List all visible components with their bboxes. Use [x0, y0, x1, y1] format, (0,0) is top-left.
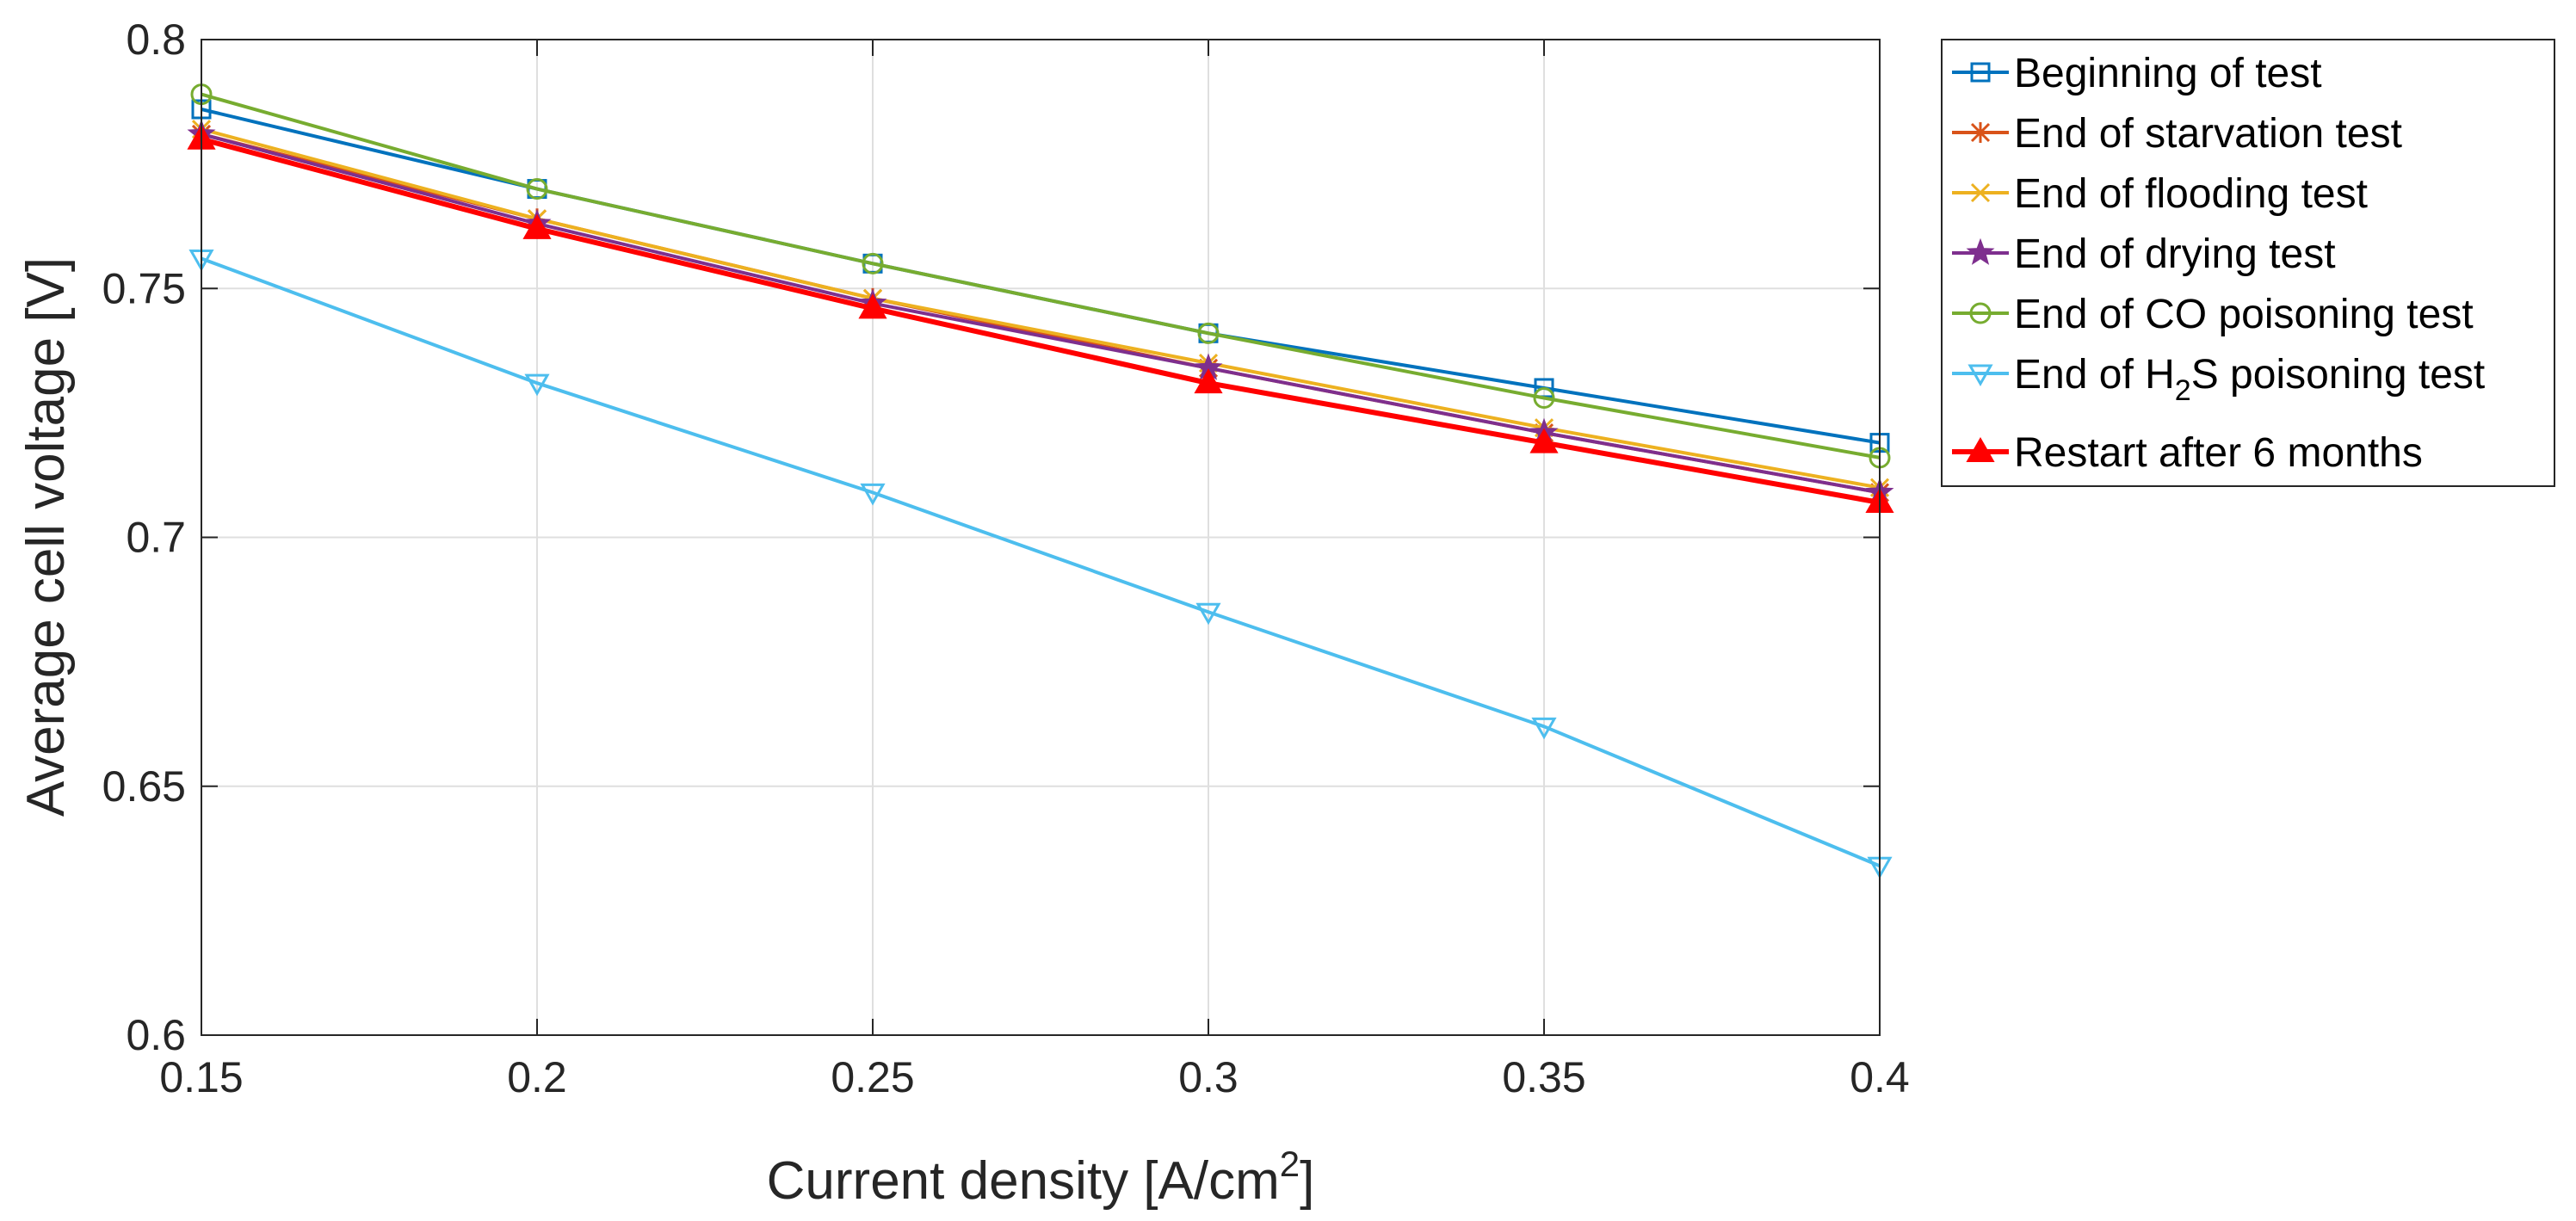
x-axis-title-close: ]	[1300, 1151, 1314, 1211]
legend-label: Beginning of test	[2014, 51, 2322, 96]
legend-entry-6: Restart after 6 months	[1952, 430, 2423, 476]
legend-swatch-marker	[1970, 122, 1991, 143]
data-point	[522, 213, 552, 239]
y-axis-title: Average cell voltage [V]	[16, 257, 76, 817]
x-tick-label: 0.35	[1502, 1053, 1585, 1101]
data-point	[1195, 602, 1221, 626]
legend-entry-2: End of flooding test	[1952, 171, 2368, 217]
series-line	[201, 132, 1881, 495]
legend-swatch-marker	[1966, 237, 1995, 265]
y-tick-label: 0.75	[102, 264, 186, 312]
x-tick-label: 0.4	[1850, 1053, 1910, 1101]
legend-swatch-marker-stroke	[1970, 182, 1991, 203]
data-point	[524, 373, 550, 397]
legend-label: End of flooding test	[2014, 171, 2368, 217]
y-tick-label: 0.65	[102, 762, 186, 811]
series-6	[187, 124, 1894, 514]
series-line	[201, 92, 1881, 459]
legend-entry-0: Beginning of test	[1952, 51, 2322, 96]
y-tick-label: 0.7	[126, 514, 186, 562]
legend-entry-4: End of CO poisoning test	[1952, 292, 2474, 337]
data-point	[1531, 717, 1557, 740]
x-axis-title-sup: 2	[1280, 1144, 1300, 1184]
legend-label-part: S poisoning test	[2191, 352, 2486, 398]
x-tick-label: 0.2	[507, 1053, 567, 1101]
series-4	[190, 83, 1891, 469]
legend-entry-1: End of starvation test	[1952, 111, 2402, 157]
legend-label: End of CO poisoning test	[2014, 292, 2474, 337]
x-axis-title-main: Current density [A/cm	[767, 1151, 1280, 1211]
grid-lines	[201, 40, 1880, 1035]
legend-swatch-marker	[1970, 62, 1991, 83]
legend-label: End of H2S poisoning test	[2014, 352, 2485, 407]
legend-swatch-marker	[1968, 364, 1993, 387]
legend-label-part: End of H	[2014, 352, 2175, 398]
legend-label: End of drying test	[2014, 231, 2336, 277]
data-point	[1194, 368, 1223, 394]
legend-entry-3: End of drying test	[1952, 231, 2336, 277]
data-point	[860, 483, 886, 506]
y-tick-label: 0.8	[126, 15, 186, 64]
legend-box	[1941, 39, 2555, 487]
data-point	[1529, 428, 1559, 453]
legend-swatch-marker	[1969, 302, 1992, 324]
data-point	[1533, 387, 1555, 410]
data-point	[858, 293, 887, 319]
legend: Beginning of test End of starvation test E…	[1941, 39, 2555, 487]
x-axis-title: Current density [A/cm2]	[767, 1144, 1315, 1211]
x-tick-label: 0.15	[159, 1053, 243, 1101]
axis-ticks: 0.15 0.2 0.25 0.3 0.35 0.4 0.6 0.65 0.7 0.75 0.8	[102, 15, 1910, 1101]
series-line	[201, 256, 1881, 868]
y-tick-label: 0.6	[126, 1011, 186, 1059]
x-tick-label: 0.3	[1178, 1053, 1239, 1101]
x-tick-label: 0.25	[831, 1053, 914, 1101]
data-point	[1197, 322, 1220, 344]
legend-swatch-marker	[1970, 182, 1991, 203]
legend-label-subscript: 2	[2175, 374, 2191, 407]
legend-swatch-marker	[1966, 436, 1995, 462]
legend-entry-5: End of H2S poisoning test	[1952, 352, 2485, 407]
series-line	[201, 136, 1881, 505]
data-point	[526, 178, 548, 200]
series-line	[201, 127, 1881, 490]
legend-label: Restart after 6 months	[2014, 430, 2423, 476]
data-point	[862, 252, 884, 274]
legend-label: End of starvation test	[2014, 111, 2402, 157]
